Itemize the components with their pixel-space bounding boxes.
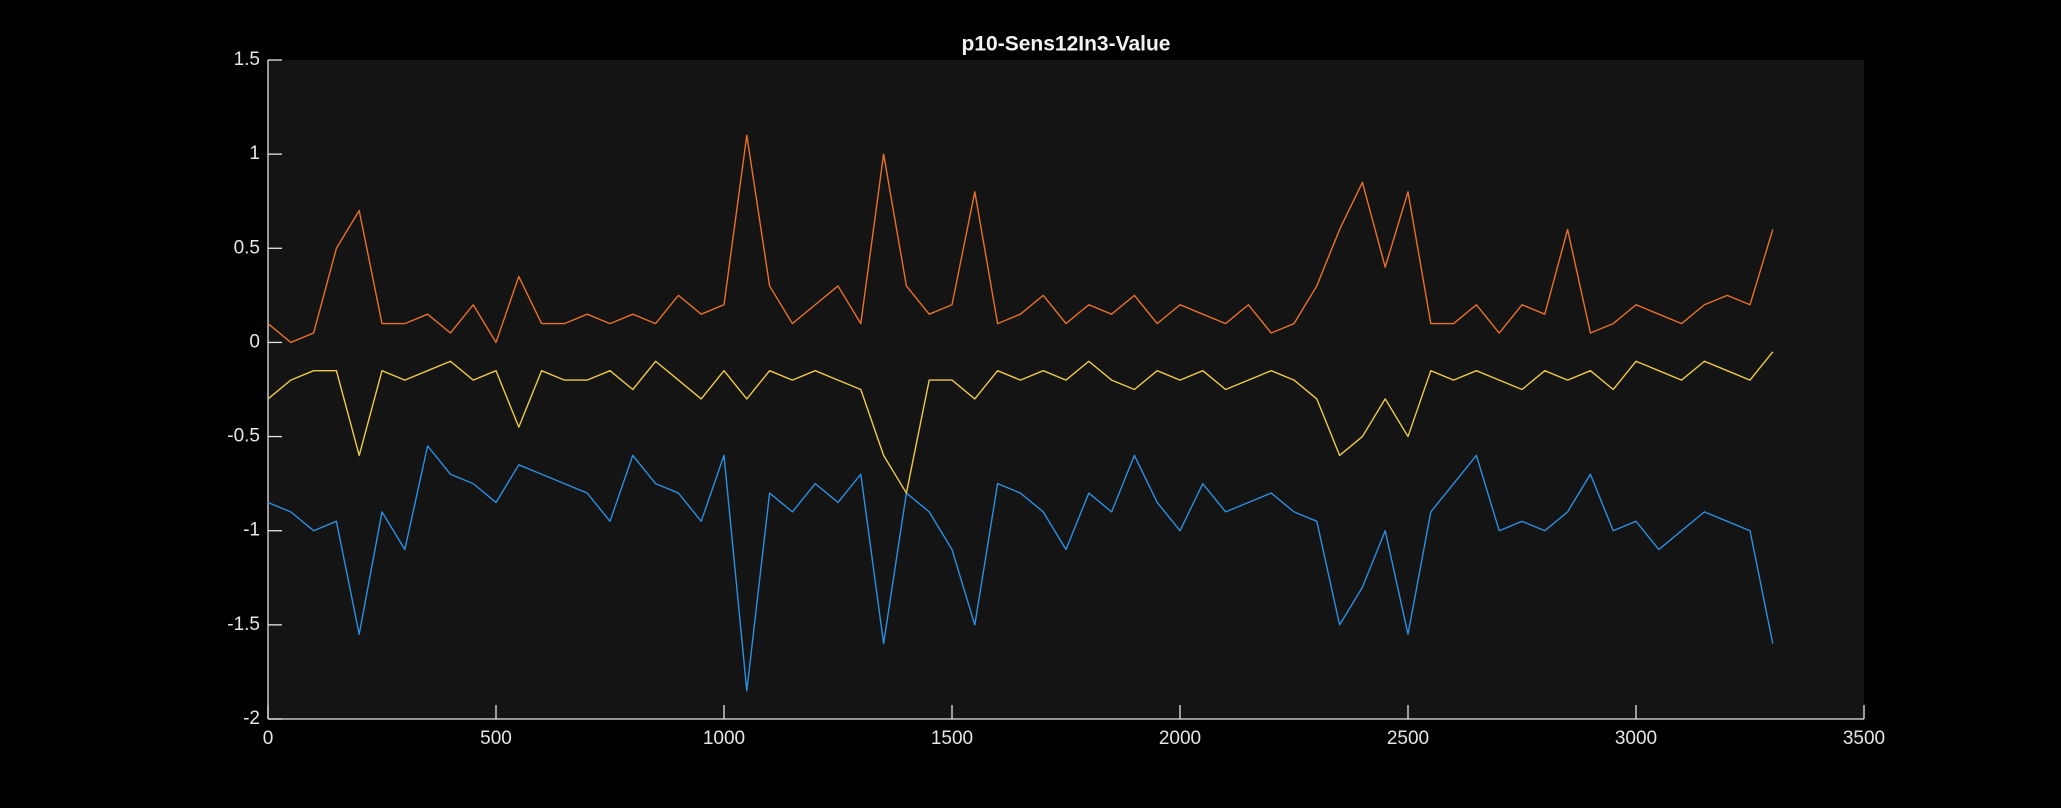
y-tick-label: 0 — [249, 331, 260, 352]
plot-area — [268, 60, 1864, 719]
x-tick-label: 2500 — [1387, 728, 1429, 749]
y-tick-label: 0.5 — [234, 237, 260, 258]
y-tick-label: -1 — [243, 520, 260, 541]
y-tick-label: -1.5 — [227, 614, 260, 635]
y-tick-label: -2 — [243, 708, 260, 729]
x-tick-label: 3000 — [1615, 728, 1657, 749]
x-tick-label: 3500 — [1843, 728, 1885, 749]
chart-title: p10-Sens12In3-Value — [962, 33, 1171, 56]
y-tick-label: -0.5 — [227, 426, 260, 447]
x-tick-label: 500 — [480, 728, 512, 749]
x-tick-label: 2000 — [1159, 728, 1201, 749]
x-tick-label: 1000 — [703, 728, 745, 749]
series-line — [267, 134, 1774, 344]
series-line — [267, 445, 1774, 692]
series-line — [267, 351, 1774, 494]
y-tick-label: 1 — [249, 143, 260, 164]
y-tick-label: 1.5 — [234, 49, 260, 70]
x-tick-label: 1500 — [931, 728, 973, 749]
x-tick-label: 0 — [263, 728, 274, 749]
